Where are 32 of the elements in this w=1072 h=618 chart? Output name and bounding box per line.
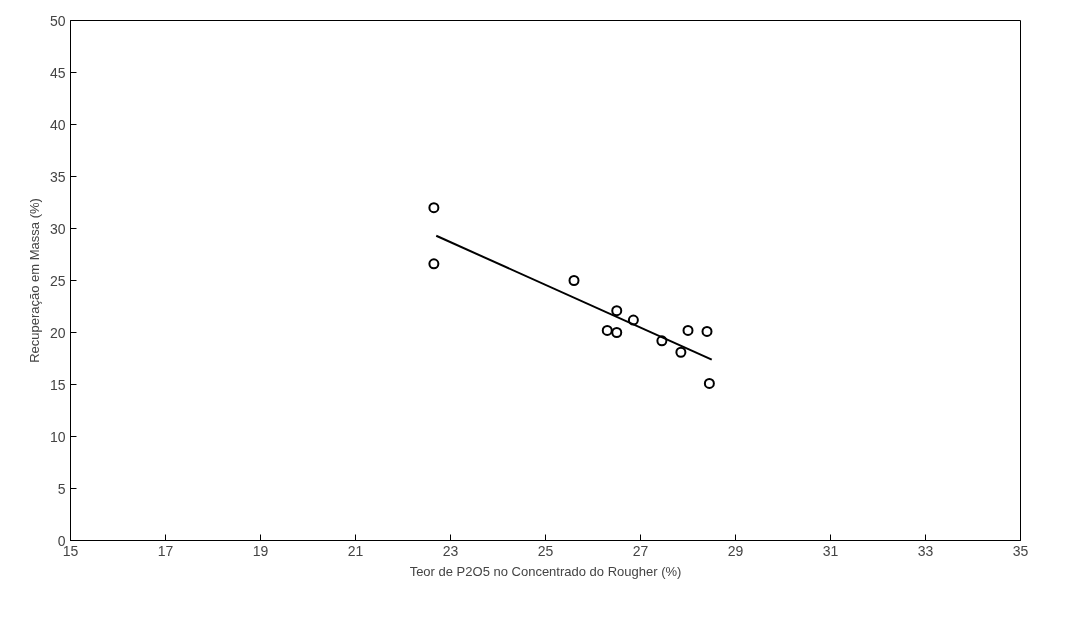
x-tick-label: 31 [822, 542, 839, 559]
point [428, 258, 440, 270]
y-tick-label: 25 [49, 272, 66, 289]
x-tick-label: 19 [252, 542, 269, 559]
x-tick-label: 17 [157, 542, 174, 559]
point [675, 346, 687, 358]
y-tick-label: 30 [49, 220, 66, 237]
point [568, 275, 580, 286]
y-tick-label: 45 [49, 64, 66, 81]
x-tick-label: 27 [632, 542, 649, 559]
point [682, 324, 694, 336]
point [601, 324, 613, 336]
y-tick-label: 20 [49, 324, 66, 341]
y-tick-label: 15 [49, 376, 66, 393]
y-tick-label: 40 [49, 116, 66, 133]
y-tick-label: 50 [49, 12, 66, 29]
point [701, 325, 713, 337]
x-tick-label: 33 [917, 542, 934, 559]
point [428, 202, 440, 214]
point [611, 305, 623, 317]
x-tick-label: 21 [347, 542, 364, 559]
x-tick-label: 25 [537, 542, 554, 559]
y-axis-title: Recuperação em Massa (%) [26, 198, 42, 363]
y-tick-label: 35 [49, 168, 66, 185]
x-tick-label: 29 [727, 542, 744, 559]
point [611, 327, 623, 338]
x-tick-label: 35 [1012, 542, 1029, 559]
x-axis-title: Teor de P2O5 no Concentrado do Rougher (%) [409, 563, 682, 579]
y-tick-label: 5 [57, 480, 66, 497]
y-tick-label: 10 [49, 428, 66, 445]
point [703, 377, 715, 389]
x-tick-label: 23 [442, 542, 459, 559]
